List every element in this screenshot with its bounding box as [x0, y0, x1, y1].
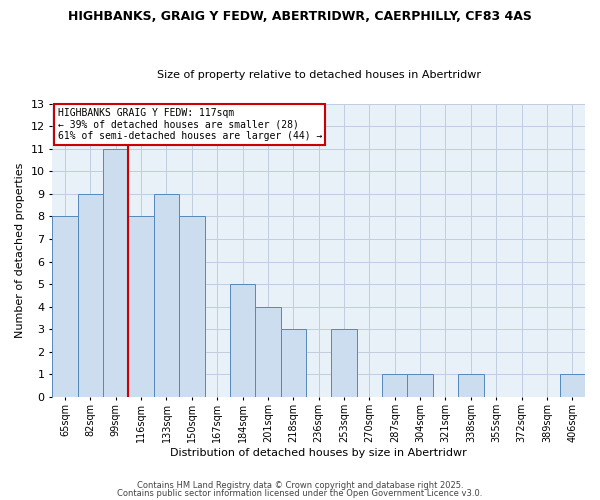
Text: Contains HM Land Registry data © Crown copyright and database right 2025.: Contains HM Land Registry data © Crown c…: [137, 481, 463, 490]
Bar: [128, 216, 154, 397]
Bar: [560, 374, 585, 397]
Bar: [103, 148, 128, 397]
Y-axis label: Number of detached properties: Number of detached properties: [15, 162, 25, 338]
Bar: [52, 216, 77, 397]
Bar: [154, 194, 179, 397]
Bar: [407, 374, 433, 397]
Text: HIGHBANKS GRAIG Y FEDW: 117sqm
← 39% of detached houses are smaller (28)
61% of : HIGHBANKS GRAIG Y FEDW: 117sqm ← 39% of …: [58, 108, 322, 141]
Bar: [179, 216, 205, 397]
Bar: [458, 374, 484, 397]
Bar: [331, 330, 357, 397]
Text: Contains public sector information licensed under the Open Government Licence v3: Contains public sector information licen…: [118, 488, 482, 498]
Bar: [281, 330, 306, 397]
Bar: [77, 194, 103, 397]
X-axis label: Distribution of detached houses by size in Abertridwr: Distribution of detached houses by size …: [170, 448, 467, 458]
Bar: [255, 306, 281, 397]
Title: Size of property relative to detached houses in Abertridwr: Size of property relative to detached ho…: [157, 70, 481, 81]
Text: HIGHBANKS, GRAIG Y FEDW, ABERTRIDWR, CAERPHILLY, CF83 4AS: HIGHBANKS, GRAIG Y FEDW, ABERTRIDWR, CAE…: [68, 10, 532, 23]
Bar: [230, 284, 255, 397]
Bar: [382, 374, 407, 397]
